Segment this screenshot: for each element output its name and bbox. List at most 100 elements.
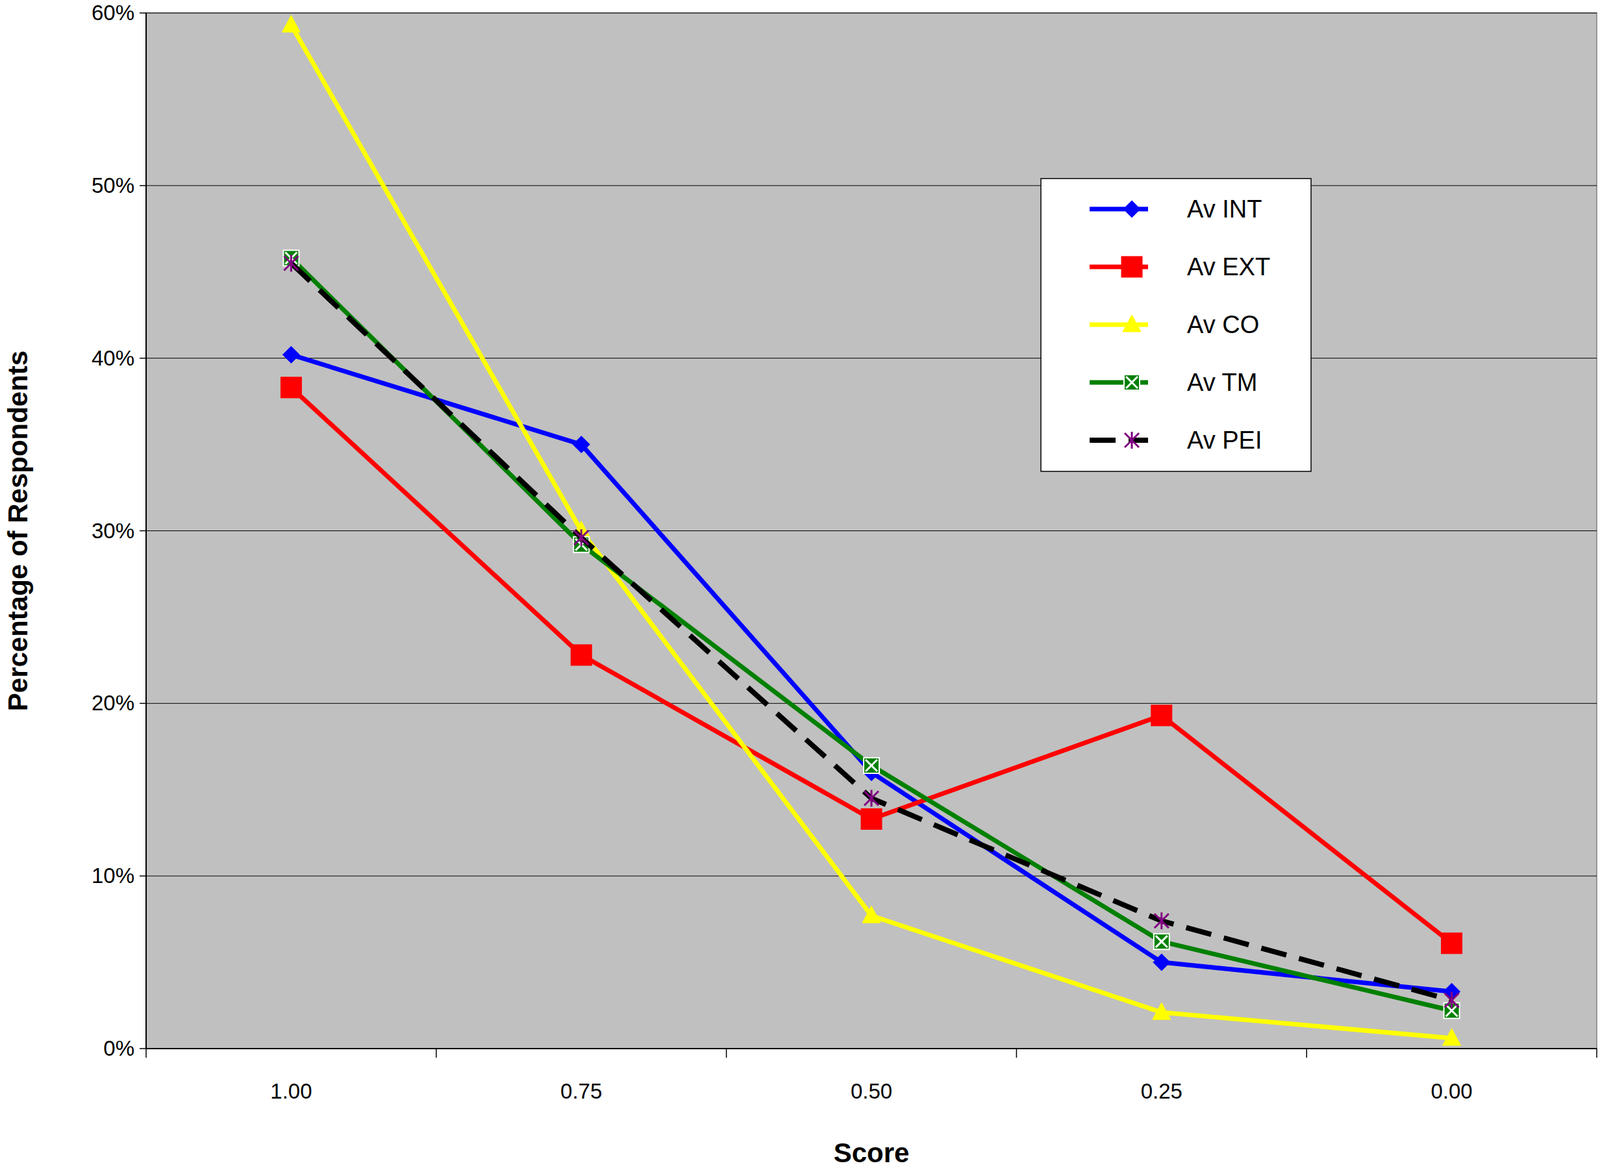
marker-part: [865, 759, 878, 772]
x-tick-mark: [145, 1048, 147, 1058]
marker-part: [281, 15, 300, 33]
x-tick-mark: [725, 1048, 728, 1058]
series-line: [290, 25, 1452, 1039]
marker: [1153, 953, 1171, 971]
tick-mark: [139, 530, 147, 532]
marker: [864, 790, 879, 808]
marker-part: [1125, 376, 1138, 389]
tick-mark: [139, 357, 147, 360]
marker: [283, 254, 299, 272]
marker: [282, 346, 300, 363]
y-tick-label: 50%: [91, 173, 135, 198]
legend-label: Av CO: [1187, 311, 1260, 339]
marker-part: [861, 808, 882, 830]
tick-mark: [139, 12, 147, 14]
x-tick-label: 0.75: [560, 1079, 602, 1104]
grid-line: [146, 530, 1597, 532]
x-tick-mark: [435, 1048, 438, 1058]
grid-line: [146, 875, 1597, 877]
x-tick-label: 0.50: [850, 1079, 893, 1104]
marker-part: [1153, 933, 1170, 950]
marker: [1124, 431, 1139, 449]
marker: [863, 757, 880, 774]
legend-label: Av TM: [1187, 368, 1258, 397]
marker: [281, 15, 300, 33]
marker: [1121, 256, 1143, 278]
y-tick-label: 40%: [91, 346, 135, 371]
x-tick-mark: [1305, 1048, 1308, 1058]
marker: [1444, 992, 1460, 1010]
marker-part: [1122, 314, 1141, 332]
marker-part: [1124, 431, 1139, 449]
marker-part: [1444, 992, 1460, 1010]
legend-label: Av PEI: [1187, 426, 1262, 454]
marker: [1124, 374, 1140, 391]
marker-part: [574, 529, 589, 547]
series-group: [280, 15, 1462, 1046]
x-tick-label: 1.00: [270, 1079, 312, 1104]
marker-part: [570, 644, 592, 666]
marker: [1154, 912, 1169, 930]
marker: [1123, 200, 1141, 218]
marker: [1151, 705, 1173, 726]
legend-label: Av INT: [1187, 195, 1262, 223]
tick-mark: [139, 875, 147, 877]
y-axis: [145, 12, 147, 1049]
legend-label: Av EXT: [1187, 253, 1271, 281]
marker-part: [1151, 705, 1173, 726]
marker-part: [1154, 912, 1169, 930]
marker-part: [864, 790, 879, 808]
x-tick-mark: [1016, 1048, 1018, 1058]
tick-mark: [139, 1048, 147, 1050]
grid-line: [146, 703, 1597, 704]
marker: [1441, 933, 1463, 954]
marker-part: [280, 377, 302, 399]
x-tick-label: 0.00: [1430, 1079, 1473, 1104]
x-axis: [146, 1048, 1597, 1050]
x-axis-label: Score: [833, 1137, 910, 1169]
grid-line: [146, 357, 1597, 359]
y-tick-label: 0%: [103, 1036, 135, 1061]
marker: [280, 377, 302, 399]
marker-part: [863, 757, 880, 774]
y-axis-label: Percentage of Respondents: [2, 350, 34, 712]
marker-part: [1121, 256, 1143, 278]
marker-part: [1152, 1002, 1171, 1020]
marker-part: [1123, 200, 1141, 218]
tick-mark: [139, 185, 147, 187]
marker-part: [282, 346, 300, 363]
marker-part: [862, 905, 881, 923]
grid-line: [146, 12, 1597, 14]
marker: [574, 529, 589, 547]
marker: [861, 808, 882, 830]
marker-part: [1155, 935, 1168, 948]
marker: [572, 436, 590, 454]
marker: [1153, 933, 1170, 950]
marker: [862, 905, 881, 923]
marker: [1152, 1002, 1171, 1020]
tick-mark: [139, 703, 147, 705]
marker-part: [572, 436, 590, 454]
x-tick-label: 0.25: [1140, 1079, 1183, 1104]
legend-box: [1040, 178, 1312, 472]
chart: 0% 10% 20% 30% 40% 50% 60% 1.00 0.75 0.50 0.25 0.00…: [0, 0, 1600, 1170]
legend-line: [1089, 322, 1149, 328]
marker: [1122, 314, 1141, 332]
y-tick-label: 20%: [91, 690, 135, 715]
marker-part: [1442, 1028, 1462, 1046]
legend: Av INT Av EXT Av CO Av TM Av PEI: [1040, 178, 1312, 472]
marker-part: [283, 254, 299, 272]
marker-part: [1124, 374, 1140, 391]
legend-line: [1089, 437, 1149, 443]
y-tick-label: 10%: [91, 863, 135, 888]
marker: [570, 644, 592, 666]
marker: [1442, 1028, 1462, 1046]
grid-line: [146, 185, 1597, 186]
x-tick-mark: [1596, 1048, 1598, 1058]
plot-area: [146, 12, 1597, 1049]
y-tick-label: 30%: [91, 518, 135, 543]
y-tick-label: 60%: [91, 0, 135, 25]
marker-part: [1153, 953, 1171, 971]
grid-line: [146, 1048, 1597, 1050]
marker-part: [1441, 933, 1463, 954]
